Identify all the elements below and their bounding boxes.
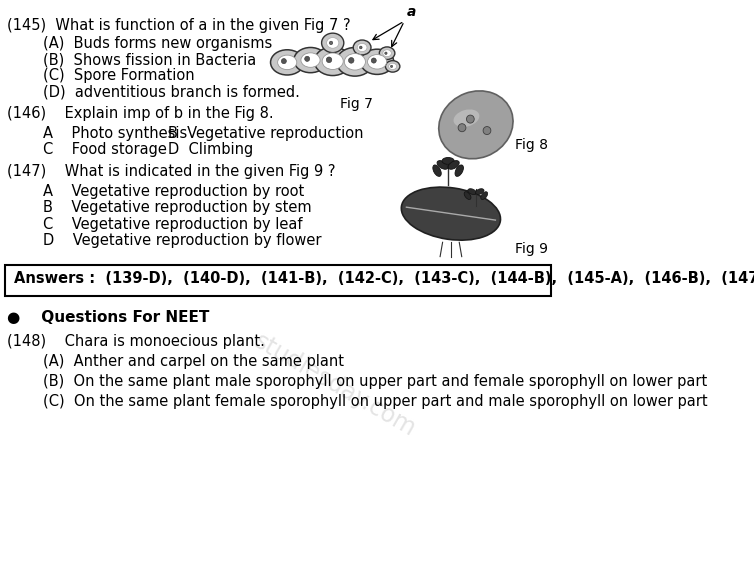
Ellipse shape	[467, 189, 477, 195]
Ellipse shape	[439, 91, 513, 159]
Circle shape	[305, 56, 310, 62]
Ellipse shape	[277, 55, 297, 70]
Text: D    Vegetative reproduction by flower: D Vegetative reproduction by flower	[43, 233, 321, 248]
Text: A    Photo synthesis: A Photo synthesis	[43, 126, 187, 141]
Text: a: a	[407, 5, 416, 20]
Text: (A)  Anther and carpel on the same plant: (A) Anther and carpel on the same plant	[43, 354, 344, 369]
Ellipse shape	[383, 50, 391, 56]
Ellipse shape	[271, 50, 304, 75]
Ellipse shape	[326, 37, 339, 48]
Ellipse shape	[357, 43, 367, 52]
Text: B  Vegetative reproduction: B Vegetative reproduction	[168, 126, 363, 141]
Circle shape	[391, 65, 393, 67]
Text: C    Vegetative reproduction by leaf: C Vegetative reproduction by leaf	[43, 217, 302, 232]
Ellipse shape	[385, 60, 400, 72]
Text: (145)  What is function of a in the given Fig 7 ?: (145) What is function of a in the given…	[7, 18, 351, 33]
Text: Answers :  (139-D),  (140-D),  (141-B),  (142-C),  (143-C),  (144-B),  (145-A), : Answers : (139-D), (140-D), (141-B), (14…	[14, 271, 754, 286]
Text: (147)    What is indicated in the given Fig 9 ?: (147) What is indicated in the given Fig…	[7, 164, 336, 179]
Ellipse shape	[455, 165, 464, 176]
Ellipse shape	[453, 109, 480, 127]
Ellipse shape	[448, 161, 459, 169]
Text: ●    Questions For NEET: ● Questions For NEET	[7, 310, 210, 325]
Circle shape	[326, 57, 332, 63]
Ellipse shape	[433, 165, 441, 176]
Ellipse shape	[360, 49, 394, 74]
Ellipse shape	[401, 187, 501, 240]
FancyBboxPatch shape	[5, 264, 551, 295]
Circle shape	[483, 127, 491, 135]
Circle shape	[329, 41, 333, 44]
Text: (B)  Shows fission in Bacteria: (B) Shows fission in Bacteria	[43, 52, 256, 67]
Ellipse shape	[314, 47, 351, 75]
Circle shape	[371, 58, 376, 63]
Ellipse shape	[294, 47, 327, 73]
Text: (B)  On the same plant male sporophyll on upper part and female sporophyll on lo: (B) On the same plant male sporophyll on…	[43, 374, 707, 389]
Circle shape	[458, 124, 466, 132]
Ellipse shape	[476, 189, 484, 195]
Ellipse shape	[379, 47, 395, 59]
Text: B    Vegetative reproduction by stem: B Vegetative reproduction by stem	[43, 200, 311, 215]
Text: (C)  Spore Formation: (C) Spore Formation	[43, 68, 195, 83]
Text: studiesday.com: studiesday.com	[250, 329, 419, 442]
Ellipse shape	[322, 53, 343, 70]
Circle shape	[281, 59, 287, 64]
Ellipse shape	[464, 192, 471, 199]
Text: Fig 8: Fig 8	[515, 138, 548, 152]
Text: D  Climbing: D Climbing	[168, 142, 253, 157]
Ellipse shape	[367, 55, 387, 69]
Ellipse shape	[301, 53, 320, 67]
Text: (146)    Explain imp of b in the Fig 8.: (146) Explain imp of b in the Fig 8.	[7, 106, 274, 121]
Text: (A)  Buds forms new organisms: (A) Buds forms new organisms	[43, 36, 272, 51]
Ellipse shape	[481, 192, 488, 199]
Circle shape	[348, 58, 354, 63]
Ellipse shape	[437, 161, 448, 169]
Circle shape	[385, 52, 387, 54]
Circle shape	[360, 46, 362, 49]
Ellipse shape	[345, 54, 366, 70]
Text: (C)  On the same plant female sporophyll on upper part and male sporophyll on lo: (C) On the same plant female sporophyll …	[43, 394, 708, 409]
Text: C    Food storage: C Food storage	[43, 142, 167, 157]
Text: Fig 9: Fig 9	[515, 242, 548, 256]
Ellipse shape	[336, 47, 373, 76]
Circle shape	[467, 115, 474, 123]
Text: (D)  adventitious branch is formed.: (D) adventitious branch is formed.	[43, 84, 300, 99]
Ellipse shape	[353, 40, 371, 55]
Ellipse shape	[442, 157, 454, 164]
Ellipse shape	[322, 33, 344, 52]
Text: (148)    Chara is monoecious plant.: (148) Chara is monoecious plant.	[7, 334, 265, 349]
Text: A    Vegetative reproduction by root: A Vegetative reproduction by root	[43, 184, 305, 199]
Text: Fig 7: Fig 7	[340, 97, 373, 111]
Ellipse shape	[388, 63, 397, 70]
